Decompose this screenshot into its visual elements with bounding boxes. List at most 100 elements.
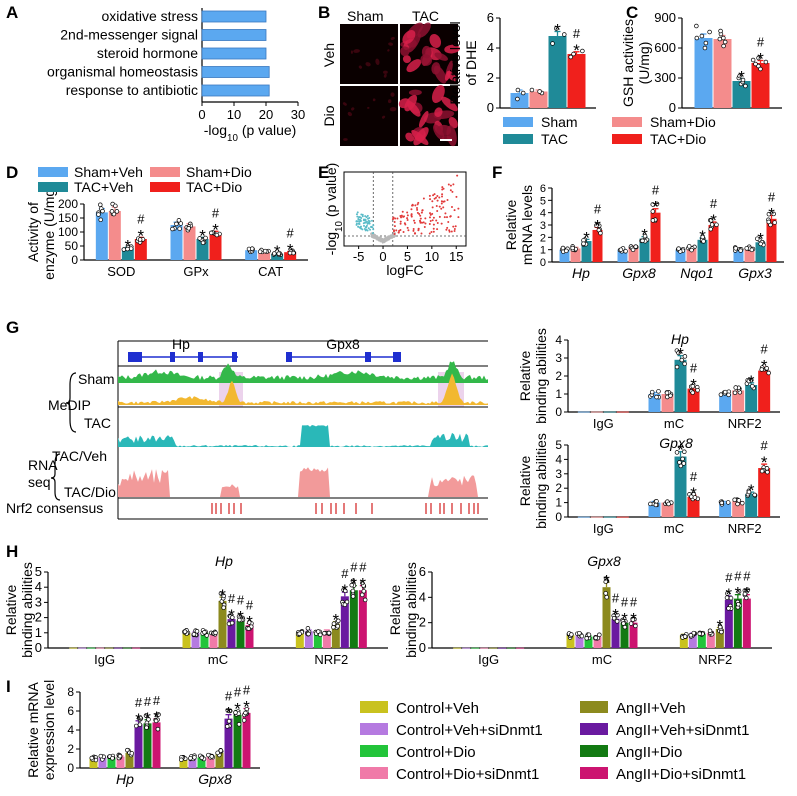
data-point — [262, 248, 268, 254]
chart-title: Hp — [215, 553, 233, 569]
data-point — [597, 632, 602, 638]
data-point — [349, 582, 354, 588]
significance-star: * — [748, 481, 755, 500]
data-point — [758, 66, 763, 72]
y-axis-label: Relative mRNA — [25, 682, 41, 778]
y-axis-label: Relative — [503, 200, 519, 251]
data-point — [614, 619, 620, 624]
data-point — [650, 218, 656, 223]
up-gene-point — [400, 216, 403, 219]
data-point — [724, 595, 730, 600]
fluorescence-signal — [358, 65, 362, 69]
fluorescence-signal — [351, 107, 355, 111]
down-gene-point — [364, 221, 367, 224]
data-point — [737, 73, 742, 79]
bar — [679, 635, 688, 648]
significance-star: * — [135, 710, 142, 729]
down-gene-point — [370, 219, 373, 222]
bar — [182, 632, 191, 648]
legend-label: AngII+Dio+siDnmt1 — [616, 766, 746, 783]
data-point — [726, 606, 731, 611]
data-point — [642, 233, 648, 239]
genome-track: Hp Gpx8ShamTACMeDIPTAC/VehTAC/DioRNAseqNr… — [6, 336, 488, 520]
data-point — [703, 40, 709, 46]
y-tick-label: 2 — [419, 615, 426, 630]
data-point — [650, 209, 656, 214]
legend-label: AngII+Veh — [616, 700, 686, 717]
track-label-tac: TAC — [84, 415, 111, 431]
bar — [593, 636, 602, 648]
significance-star: * — [768, 204, 775, 223]
legend-swatch — [360, 723, 388, 735]
up-gene-point — [431, 212, 434, 215]
y-axis-label: of DHE — [463, 40, 479, 85]
up-gene-point — [393, 229, 396, 232]
up-gene-point — [419, 214, 422, 217]
y-axis-label: Relative — [517, 456, 533, 507]
bar — [584, 636, 593, 648]
data-point — [564, 248, 569, 254]
significance-star: * — [125, 236, 132, 255]
bar — [629, 622, 638, 648]
significance-star: * — [761, 453, 768, 472]
bar — [674, 359, 687, 412]
up-gene-point — [450, 230, 453, 233]
data-point — [763, 59, 769, 65]
bar — [89, 758, 98, 768]
data-point — [177, 226, 182, 231]
category-label: Hp — [116, 771, 134, 787]
bar — [358, 590, 367, 648]
column-label-sham: Sham — [347, 8, 384, 24]
up-gene-point — [428, 216, 431, 219]
up-gene-point — [411, 203, 414, 206]
up-gene-point — [418, 213, 421, 216]
data-point — [218, 748, 224, 753]
bar — [744, 248, 755, 262]
up-gene-point — [421, 209, 424, 212]
data-point — [537, 89, 542, 94]
gene-point — [381, 241, 384, 244]
up-gene-point — [393, 232, 396, 235]
fluorescence-signal — [404, 94, 418, 112]
bar — [603, 516, 616, 518]
data-point — [664, 390, 670, 396]
data-point — [326, 630, 332, 636]
fluorescence-signal — [434, 52, 448, 61]
bar — [567, 54, 586, 108]
category-label: Gpx8 — [198, 771, 232, 787]
bar — [688, 634, 697, 648]
up-gene-point — [412, 228, 415, 231]
category-label: steroid hormone — [97, 45, 198, 61]
data-point — [113, 203, 118, 209]
bar — [616, 411, 629, 413]
gene-point — [390, 235, 393, 238]
data-point — [695, 387, 700, 393]
data-point — [581, 241, 586, 246]
significance-star: * — [690, 376, 697, 395]
significance-star: * — [274, 242, 281, 261]
down-gene-point — [369, 228, 372, 231]
up-gene-point — [436, 210, 439, 213]
data-point — [577, 630, 582, 636]
data-point — [200, 240, 206, 246]
data-point — [221, 605, 226, 610]
down-gene-point — [355, 223, 358, 226]
bar — [590, 516, 603, 518]
up-gene-point — [422, 197, 425, 200]
up-gene-point — [400, 214, 403, 217]
up-gene-point — [416, 208, 419, 211]
data-point — [721, 35, 726, 41]
bar — [284, 252, 297, 260]
legend-label: Sham+Dio — [186, 164, 252, 180]
y-tick-label: 0 — [555, 405, 562, 419]
x-tick-label: 30 — [291, 107, 305, 122]
data-point — [305, 626, 311, 631]
data-point — [682, 361, 687, 367]
legend-swatch — [503, 134, 533, 144]
category-label: NRF2 — [314, 652, 348, 667]
data-point — [350, 578, 356, 584]
y-tick-label: 2 — [487, 70, 494, 85]
gene-point — [381, 237, 384, 240]
